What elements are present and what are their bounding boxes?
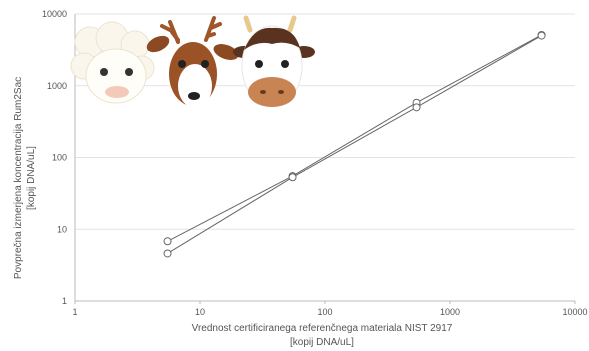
series-line-1 <box>167 34 542 242</box>
x-tick-label: 100 <box>317 307 332 317</box>
x-axis-label-line-1: Vrednost certificiranega referenčnega ma… <box>192 323 453 334</box>
y-axis-label-line-1: Povprečna izmerjena koncentracija Rum2Sa… <box>13 77 24 279</box>
y-tick-label: 100 <box>52 153 67 163</box>
deer-icon <box>146 16 239 108</box>
cow-icon <box>233 15 315 107</box>
sheep-icon <box>70 21 155 104</box>
data-point-series-2 <box>163 249 172 258</box>
series-layer <box>163 30 546 258</box>
y-tick-label: 10 <box>57 224 67 234</box>
data-point-series-1 <box>163 237 172 246</box>
x-tick-label: 10000 <box>562 307 587 317</box>
tick-labels: 1 10 100 1000 10000 1 10 100 1000 10000 <box>42 9 588 317</box>
y-tick-label: 10000 <box>42 9 67 19</box>
y-axis-label-line-2: [kopij DNA/uL] <box>26 146 37 210</box>
x-axis-label-line-2: [kopij DNA/uL] <box>290 337 354 348</box>
y-tick-label: 1 <box>62 296 67 306</box>
x-tick-label: 1 <box>72 307 77 317</box>
data-point-series-2 <box>288 173 297 182</box>
data-point-series-2 <box>412 103 421 112</box>
y-tick-label: 1000 <box>47 81 67 91</box>
data-point-series-2 <box>537 31 546 40</box>
x-tick-label: 1000 <box>440 307 460 317</box>
series-line-2 <box>167 35 542 254</box>
x-tick-label: 10 <box>195 307 205 317</box>
